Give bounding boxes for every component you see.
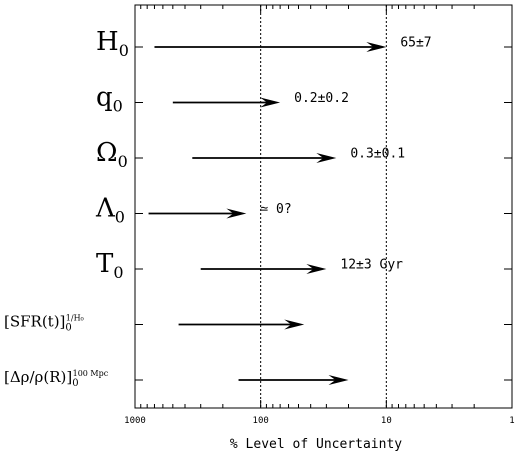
row-label: H0: [96, 27, 129, 60]
x-tick-label: 1: [509, 416, 514, 426]
x-tick-label: 1000: [124, 416, 146, 426]
row-label: q0: [96, 83, 123, 116]
row-arrow-head: [226, 208, 247, 219]
row-label: Λ0: [95, 194, 125, 227]
x-tick-label: 10: [381, 416, 392, 426]
row-arrow-head: [306, 264, 327, 274]
plot-layer: 1000 100 10 1 H0 65±7 q0 0.2±0.2 Ω0 0.3±0.1 Λ0 ≃ 0?…: [4, 4, 515, 426]
row-arrow-head: [328, 375, 349, 385]
row-annotation: ≃ 0?: [260, 202, 291, 217]
row-arrow-head: [260, 97, 281, 108]
plot-frame: [134, 4, 513, 409]
row-annotation: 0.2±0.2: [294, 91, 349, 106]
row-label: [Δρ/ρ(R)]0100 Mpc: [4, 368, 109, 389]
x-tick-label: 100: [253, 416, 269, 426]
row-annotation: 12±3 Gyr: [340, 258, 403, 273]
row-annotation: 65±7: [400, 36, 431, 51]
row-arrow-head: [316, 153, 337, 163]
x-axis-label: % Level of Uncertainty: [230, 437, 402, 452]
row-arrow-head: [284, 319, 305, 330]
row-label: T0: [96, 249, 124, 282]
row-label: Ω0: [96, 138, 128, 171]
row-label: [SFR(t)]01/H₀: [4, 313, 84, 334]
row-arrow-head: [366, 42, 387, 52]
row-annotation: 0.3±0.1: [350, 147, 405, 162]
